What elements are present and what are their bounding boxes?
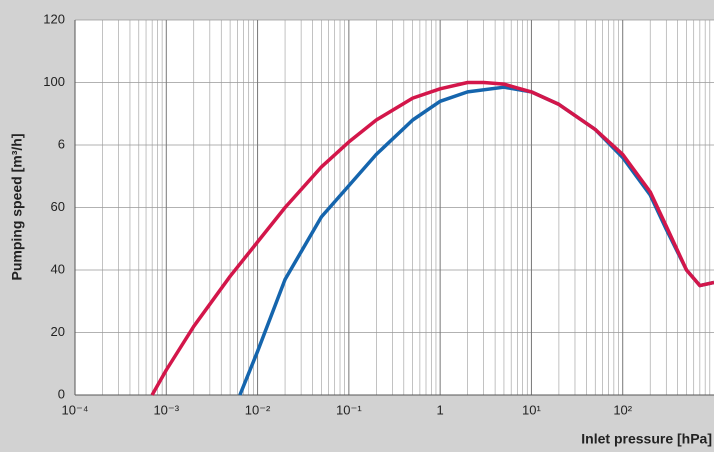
y-tick-label: 6 — [58, 136, 65, 151]
y-tick-label: 60 — [51, 199, 65, 214]
x-axis-label: Inlet pressure [hPa] — [581, 431, 712, 447]
y-axis-label: Pumping speed [m³/h] — [9, 134, 25, 281]
x-tick-label: 10¹ — [522, 402, 541, 417]
y-tick-label: 120 — [43, 11, 65, 26]
x-tick-label: 10⁻² — [245, 402, 271, 417]
y-tick-label: 40 — [51, 261, 65, 276]
y-tick-label: 20 — [51, 324, 65, 339]
y-tick-label: 100 — [43, 74, 65, 89]
x-tick-label: 10⁻¹ — [336, 402, 362, 417]
x-tick-label: 10⁻³ — [153, 402, 179, 417]
x-tick-label: 1 — [437, 402, 444, 417]
x-tick-label: 10⁻⁴ — [62, 402, 89, 417]
series-line — [150, 80, 714, 396]
x-tick-label: 10² — [613, 402, 632, 417]
y-tick-label: 0 — [58, 386, 65, 401]
